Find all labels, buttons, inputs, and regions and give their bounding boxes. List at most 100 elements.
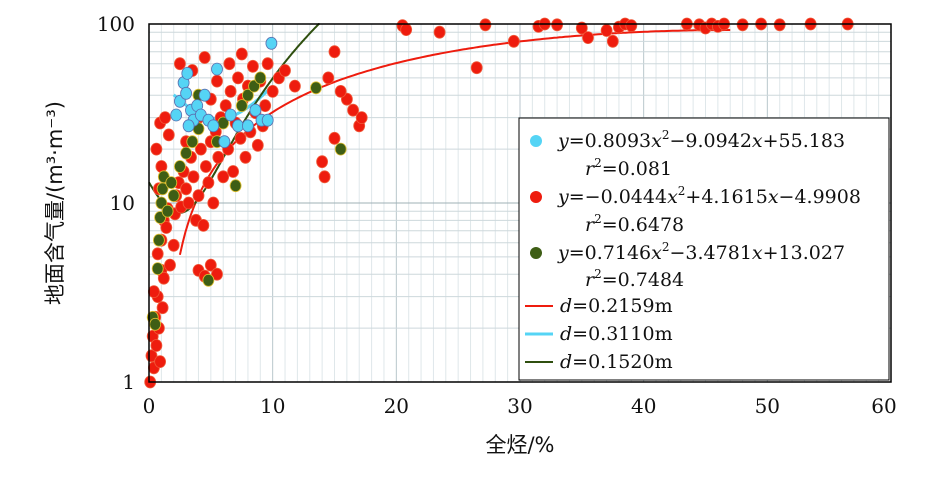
data-point bbox=[212, 150, 225, 164]
data-point bbox=[318, 170, 331, 184]
data-point bbox=[582, 31, 594, 44]
data-point bbox=[234, 131, 247, 145]
data-point bbox=[227, 165, 240, 178]
data-point bbox=[479, 18, 492, 32]
legend-marker-red bbox=[530, 191, 542, 203]
data-point bbox=[161, 204, 174, 218]
legend-d-red: d=0.2159m bbox=[560, 295, 673, 317]
data-point bbox=[164, 258, 176, 272]
legend-d-green: d=0.1520m bbox=[560, 351, 673, 373]
data-point bbox=[180, 146, 193, 160]
data-point bbox=[551, 18, 563, 32]
legend-r2-green: r2=0.7484 bbox=[585, 267, 684, 291]
x-tick-label: 60 bbox=[871, 394, 896, 418]
data-point bbox=[207, 196, 220, 210]
data-point bbox=[167, 189, 180, 203]
data-point bbox=[235, 47, 248, 61]
data-point bbox=[182, 196, 195, 210]
data-point bbox=[265, 36, 278, 50]
data-point bbox=[229, 179, 242, 193]
data-point bbox=[199, 160, 212, 173]
data-point bbox=[152, 233, 165, 247]
legend-equation-green: y=0.7146x2−3.4781x+13.027 bbox=[557, 240, 845, 264]
data-point bbox=[147, 285, 160, 299]
data-point bbox=[151, 247, 164, 261]
data-point bbox=[151, 262, 164, 276]
data-point bbox=[235, 99, 248, 112]
data-point bbox=[266, 85, 279, 98]
data-point bbox=[241, 88, 254, 102]
y-tick-label: 100 bbox=[97, 12, 135, 36]
legend-box bbox=[518, 117, 890, 381]
data-point bbox=[232, 71, 244, 85]
legend-marker-cyan bbox=[530, 135, 542, 147]
data-point bbox=[261, 113, 274, 127]
data-point bbox=[470, 61, 483, 75]
data-point bbox=[239, 150, 252, 164]
data-point bbox=[217, 170, 230, 184]
data-point bbox=[181, 67, 194, 80]
data-point bbox=[150, 142, 163, 156]
data-point bbox=[259, 99, 272, 112]
data-point bbox=[224, 108, 237, 122]
data-point bbox=[173, 160, 186, 173]
legend-equation-red: y=−0.0444x2+4.1615x−4.9908 bbox=[557, 184, 861, 208]
data-point bbox=[241, 119, 254, 133]
x-axis-title: 全烃/% bbox=[485, 433, 554, 457]
x-tick-label: 10 bbox=[260, 394, 285, 418]
x-tick-label: 30 bbox=[507, 394, 532, 418]
data-point bbox=[606, 34, 619, 48]
x-tick-label: 0 bbox=[143, 394, 156, 418]
data-point bbox=[261, 57, 274, 71]
y-tick-label: 1 bbox=[122, 370, 135, 394]
data-point bbox=[232, 119, 244, 133]
data-point bbox=[192, 189, 205, 203]
legend-marker-green bbox=[530, 247, 542, 259]
data-point bbox=[156, 301, 169, 315]
data-point bbox=[328, 131, 341, 145]
data-point bbox=[198, 51, 211, 64]
data-point bbox=[211, 74, 223, 88]
data-point bbox=[507, 34, 520, 48]
data-point bbox=[173, 57, 186, 71]
y-tick-label: 10 bbox=[110, 191, 135, 215]
data-point bbox=[150, 339, 163, 352]
data-point bbox=[736, 18, 749, 32]
data-point bbox=[211, 62, 223, 76]
data-point bbox=[170, 108, 183, 122]
data-point bbox=[251, 138, 264, 152]
data-point bbox=[159, 111, 172, 124]
legend: y=0.8093x2−9.0942x+55.183 r2=0.081 y=−0.… bbox=[518, 117, 890, 381]
data-point bbox=[207, 119, 220, 133]
data-point bbox=[157, 271, 170, 285]
data-point bbox=[180, 86, 193, 100]
data-point bbox=[433, 25, 446, 39]
data-point bbox=[625, 19, 638, 33]
data-point bbox=[180, 182, 193, 196]
data-point bbox=[223, 57, 236, 71]
data-point bbox=[254, 71, 267, 85]
data-point bbox=[316, 155, 329, 169]
data-point bbox=[182, 119, 195, 133]
data-point bbox=[154, 355, 167, 369]
data-point bbox=[249, 103, 262, 117]
legend-r2-red: r2=0.6478 bbox=[585, 212, 684, 236]
data-point bbox=[211, 267, 223, 281]
data-point bbox=[322, 71, 335, 85]
data-point bbox=[197, 218, 210, 232]
data-point bbox=[279, 64, 291, 77]
data-point bbox=[355, 111, 368, 124]
data-point bbox=[165, 176, 178, 190]
data-point bbox=[218, 135, 231, 149]
data-point bbox=[202, 273, 215, 287]
fit-curve bbox=[178, 29, 731, 256]
x-tick-label: 50 bbox=[755, 394, 780, 418]
y-axis: 1 10 100 bbox=[97, 12, 135, 394]
x-axis: 0 10 20 30 40 50 60 bbox=[143, 394, 897, 418]
data-point bbox=[246, 59, 259, 73]
data-point bbox=[334, 142, 347, 156]
data-point bbox=[187, 170, 200, 184]
data-point bbox=[202, 176, 215, 190]
data-point bbox=[575, 21, 588, 35]
